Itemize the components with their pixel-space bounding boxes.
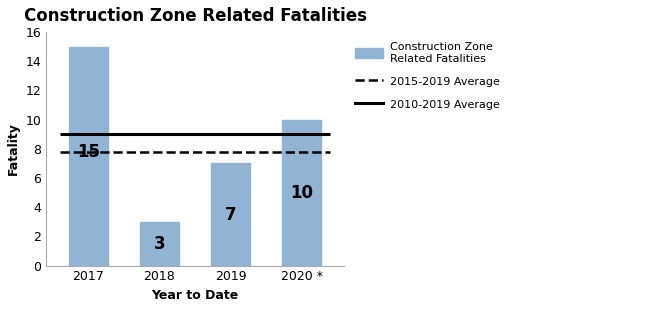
Legend: Construction Zone
Related Fatalities, 2015-2019 Average, 2010-2019 Average: Construction Zone Related Fatalities, 20…: [356, 42, 500, 110]
Text: 10: 10: [290, 184, 313, 202]
Bar: [140, 222, 179, 266]
X-axis label: Year to Date: Year to Date: [151, 289, 238, 302]
Bar: [211, 163, 250, 266]
Bar: [282, 120, 322, 266]
Title: Construction Zone Related Fatalities: Construction Zone Related Fatalities: [24, 7, 367, 25]
Text: 15: 15: [77, 143, 100, 161]
Text: 3: 3: [154, 235, 165, 253]
Y-axis label: Fatality: Fatality: [7, 122, 20, 175]
Bar: [69, 47, 108, 266]
Text: 7: 7: [225, 205, 236, 223]
